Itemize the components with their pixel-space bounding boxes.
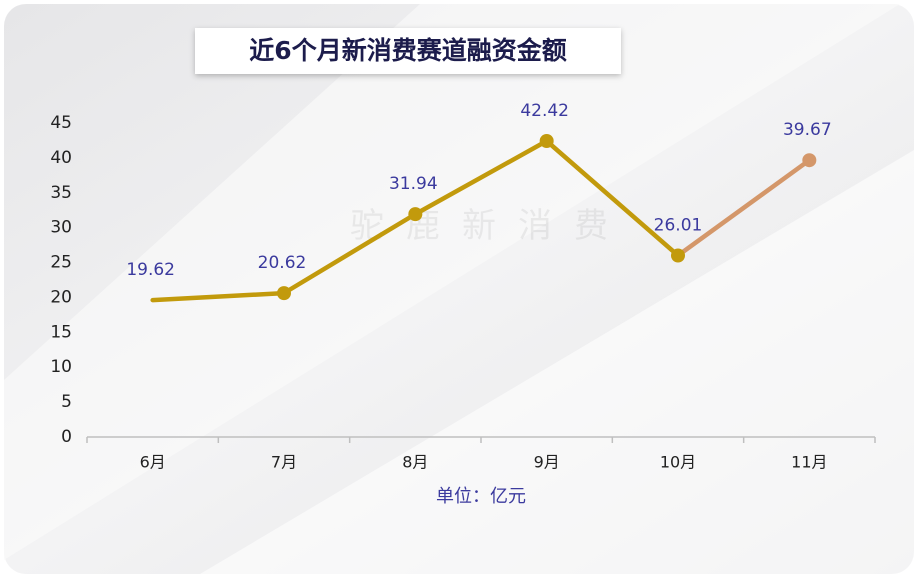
x-tick-label: 10月 (660, 453, 696, 472)
data-label: 20.62 (258, 253, 307, 273)
data-label: 19.62 (126, 260, 175, 280)
y-tick-label: 25 (50, 253, 72, 273)
line-segment (281, 211, 418, 296)
y-tick-label: 30 (50, 218, 72, 238)
y-tick-label: 45 (50, 113, 72, 133)
line-segment (413, 138, 549, 217)
x-tick-label: 7月 (271, 453, 297, 472)
line-segment (675, 157, 812, 258)
data-label: 26.01 (654, 216, 703, 236)
y-tick-label: 20 (50, 287, 72, 307)
chart-title: 近6个月新消费赛道融资金额 (249, 36, 566, 65)
y-tick-label: 5 (61, 392, 72, 412)
x-tick-label: 9月 (534, 453, 560, 472)
point (802, 153, 817, 168)
x-tick-label: 6月 (140, 453, 166, 472)
title-box (195, 28, 621, 74)
data-label: 31.94 (389, 174, 438, 194)
point (277, 286, 291, 301)
x-tick-label: 8月 (402, 453, 428, 472)
bg-shape (4, 4, 900, 560)
point (408, 207, 423, 222)
data-label: 42.42 (520, 101, 569, 121)
y-tick-label: 15 (50, 322, 72, 342)
y-tick-label: 35 (50, 183, 72, 203)
y-tick-label: 10 (50, 357, 72, 377)
line-segment (544, 138, 681, 258)
bg-shape (200, 150, 914, 574)
line-segment (150, 290, 287, 303)
point (671, 248, 685, 263)
data-label: 39.67 (783, 120, 832, 140)
x-axis-label: 单位：亿元 (436, 486, 526, 507)
y-tick-label: 0 (61, 427, 72, 447)
plot: 0 5 10 15 20 25 30 35 40 45 6月 7月 8月 9月 10月 11月 19.62 20.… (50, 101, 876, 472)
y-tick-label: 40 (50, 148, 72, 168)
x-tick-label: 11月 (791, 453, 827, 472)
point (539, 134, 554, 149)
